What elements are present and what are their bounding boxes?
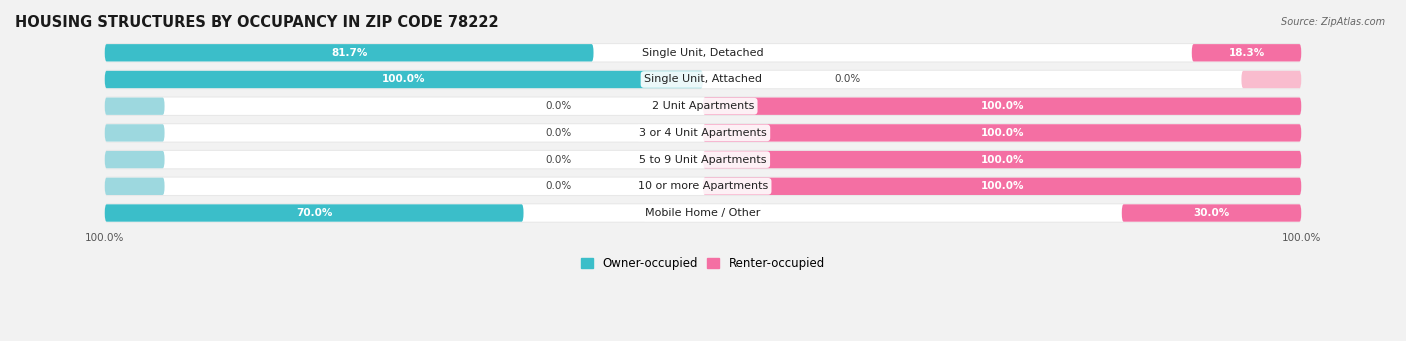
- Text: 100.0%: 100.0%: [382, 74, 426, 85]
- FancyBboxPatch shape: [104, 203, 1302, 223]
- FancyBboxPatch shape: [104, 151, 165, 168]
- Text: HOUSING STRUCTURES BY OCCUPANCY IN ZIP CODE 78222: HOUSING STRUCTURES BY OCCUPANCY IN ZIP C…: [15, 15, 499, 30]
- FancyBboxPatch shape: [703, 178, 1302, 195]
- FancyBboxPatch shape: [104, 71, 1302, 88]
- FancyBboxPatch shape: [104, 43, 1302, 62]
- Text: 0.0%: 0.0%: [546, 154, 571, 165]
- Text: 0.0%: 0.0%: [835, 74, 860, 85]
- Text: 5 to 9 Unit Apartments: 5 to 9 Unit Apartments: [640, 154, 766, 165]
- Text: 100.0%: 100.0%: [980, 154, 1024, 165]
- Text: 10 or more Apartments: 10 or more Apartments: [638, 181, 768, 191]
- Text: 100.0%: 100.0%: [980, 181, 1024, 191]
- FancyBboxPatch shape: [104, 98, 165, 115]
- FancyBboxPatch shape: [104, 124, 165, 142]
- FancyBboxPatch shape: [104, 44, 593, 61]
- FancyBboxPatch shape: [104, 151, 1302, 168]
- FancyBboxPatch shape: [104, 70, 1302, 89]
- FancyBboxPatch shape: [104, 123, 1302, 143]
- Text: 70.0%: 70.0%: [295, 208, 332, 218]
- Text: 0.0%: 0.0%: [546, 101, 571, 111]
- FancyBboxPatch shape: [703, 151, 1302, 168]
- Text: Single Unit, Attached: Single Unit, Attached: [644, 74, 762, 85]
- FancyBboxPatch shape: [1122, 204, 1302, 222]
- Text: 0.0%: 0.0%: [546, 181, 571, 191]
- Text: 18.3%: 18.3%: [1229, 48, 1264, 58]
- FancyBboxPatch shape: [104, 124, 1302, 142]
- Text: 30.0%: 30.0%: [1194, 208, 1230, 218]
- FancyBboxPatch shape: [104, 204, 1302, 222]
- FancyBboxPatch shape: [703, 98, 1302, 115]
- Text: 100.0%: 100.0%: [980, 128, 1024, 138]
- Text: 2 Unit Apartments: 2 Unit Apartments: [652, 101, 754, 111]
- FancyBboxPatch shape: [1192, 44, 1302, 61]
- FancyBboxPatch shape: [104, 44, 1302, 61]
- Text: Mobile Home / Other: Mobile Home / Other: [645, 208, 761, 218]
- Text: 81.7%: 81.7%: [330, 48, 367, 58]
- FancyBboxPatch shape: [104, 204, 523, 222]
- Text: 0.0%: 0.0%: [546, 128, 571, 138]
- Legend: Owner-occupied, Renter-occupied: Owner-occupied, Renter-occupied: [576, 252, 830, 275]
- FancyBboxPatch shape: [104, 71, 703, 88]
- FancyBboxPatch shape: [104, 177, 1302, 196]
- Text: Single Unit, Detached: Single Unit, Detached: [643, 48, 763, 58]
- Text: 100.0%: 100.0%: [980, 101, 1024, 111]
- FancyBboxPatch shape: [104, 178, 1302, 195]
- Text: Source: ZipAtlas.com: Source: ZipAtlas.com: [1281, 17, 1385, 27]
- FancyBboxPatch shape: [1241, 71, 1302, 88]
- FancyBboxPatch shape: [703, 124, 1302, 142]
- FancyBboxPatch shape: [104, 150, 1302, 169]
- Text: 3 or 4 Unit Apartments: 3 or 4 Unit Apartments: [640, 128, 766, 138]
- FancyBboxPatch shape: [104, 178, 165, 195]
- FancyBboxPatch shape: [104, 98, 1302, 115]
- FancyBboxPatch shape: [104, 97, 1302, 116]
